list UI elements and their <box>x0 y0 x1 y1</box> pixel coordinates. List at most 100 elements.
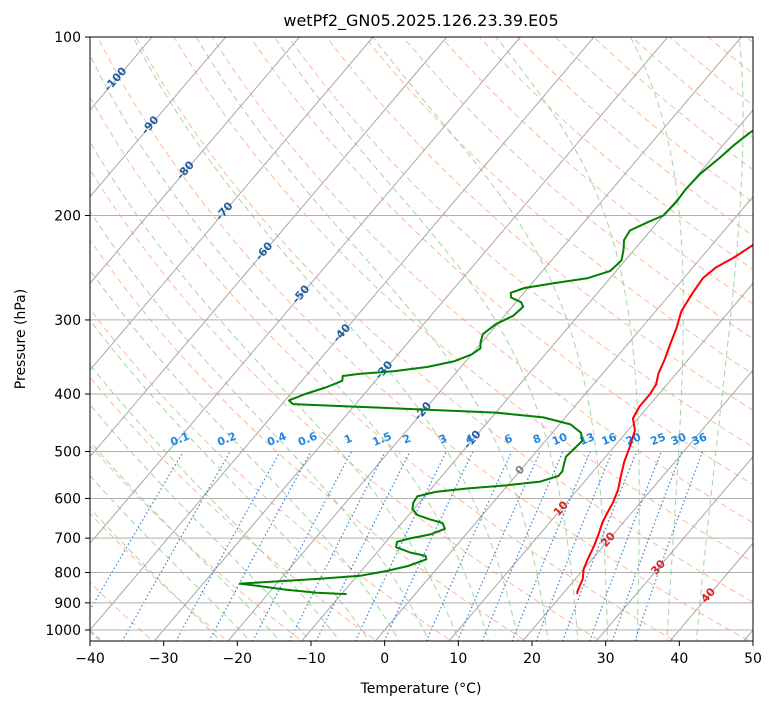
dry-adiabat <box>211 37 753 524</box>
y-axis-label: Pressure (hPa) <box>13 289 29 389</box>
x-axis-ticks: −40 −30 −20 −10 0 10 20 30 40 50 <box>75 641 762 667</box>
series-red-line <box>576 243 753 595</box>
x-tick-label: 0 <box>380 651 389 667</box>
x-tick-label: 40 <box>670 651 688 667</box>
mixing-ratio-label: 36 <box>690 430 709 448</box>
y-tick-label: 1000 <box>45 623 81 639</box>
isotherm-line <box>90 37 595 631</box>
dry-adiabat <box>669 37 753 106</box>
series-green-line <box>239 129 753 596</box>
background-lines <box>90 10 775 645</box>
isotherm-line <box>300 109 753 641</box>
y-tick-label: 900 <box>54 596 81 612</box>
isotherm-line <box>90 37 448 458</box>
x-tick-label: 50 <box>744 651 762 667</box>
mixing-ratio-label: 2 <box>401 432 413 447</box>
mixing-ratio-line <box>562 451 638 641</box>
y-tick-label: 700 <box>54 531 81 547</box>
chart-title: wetPf2_GN05.2025.126.23.39.E05 <box>283 11 558 31</box>
mixing-ratio-label: 10 <box>550 430 569 448</box>
y-tick-label: 600 <box>54 491 81 507</box>
mixing-ratio-label: 1 <box>342 432 354 447</box>
dry-adiabat <box>363 37 753 375</box>
mixing-ratio-line <box>90 451 184 612</box>
isotherm-line <box>595 455 753 641</box>
mixing-ratio-label: 25 <box>649 430 668 448</box>
dry-adiabat <box>478 37 753 271</box>
moist-adiabat <box>695 37 744 641</box>
isotherm-line <box>448 282 753 641</box>
dry-adiabat <box>90 239 527 641</box>
mixing-ratio-label: 0.4 <box>265 429 288 448</box>
mixing-ratio-line <box>315 451 411 641</box>
mixing-ratio-label: 16 <box>600 430 619 448</box>
dry-adiabat <box>90 96 676 641</box>
dry-adiabat <box>249 37 753 486</box>
x-axis-label: Temperature (°C) <box>360 681 482 697</box>
mixing-ratio-line <box>288 451 386 641</box>
isotherm-line <box>227 37 743 641</box>
dry-adiabat <box>440 37 753 305</box>
dry-adiabat <box>287 37 753 448</box>
mixing-ratio-label: 0.1 <box>168 430 191 449</box>
isotherm-line <box>742 629 753 641</box>
mixing-ratio-line <box>535 451 613 641</box>
moist-adiabat <box>90 507 222 641</box>
isotherm-line <box>374 195 753 641</box>
mixing-ratio-line <box>208 451 312 641</box>
isotherm-line <box>153 37 669 641</box>
isotherm-line <box>90 37 522 545</box>
dry-adiabat <box>707 37 753 75</box>
x-tick-label: −10 <box>296 651 326 667</box>
mixing-ratio-line <box>634 451 704 641</box>
moist-adiabat <box>90 475 252 641</box>
dry-adiabat <box>90 168 602 641</box>
mixing-ratio-line <box>589 451 662 641</box>
dry-adiabat <box>90 444 303 641</box>
mixing-ratio-label: 3 <box>437 432 449 447</box>
x-tick-label: −20 <box>223 651 253 667</box>
dry-adiabat <box>325 37 753 411</box>
moist-adiabat <box>132 37 519 641</box>
moist-adiabat <box>195 37 549 641</box>
x-tick-label: 10 <box>449 651 467 667</box>
mixing-ratio-label: 8 <box>531 432 543 447</box>
x-tick-label: −30 <box>149 651 179 667</box>
dry-adiabat <box>745 37 753 44</box>
mixing-ratio-line <box>252 451 353 641</box>
x-tick-label: 30 <box>597 651 615 667</box>
plot-frame <box>89 36 754 642</box>
y-tick-label: 300 <box>54 313 81 329</box>
isotherm-line <box>90 37 227 198</box>
mixing-ratio-label: 20 <box>624 430 643 448</box>
mixing-ratio-label: 0.2 <box>215 430 238 449</box>
x-tick-label: 20 <box>523 651 541 667</box>
profile-series <box>239 129 753 596</box>
mixing-ratio-label: 6 <box>502 432 514 447</box>
mixing-ratio-line <box>383 451 474 641</box>
isotherm-line <box>90 37 301 285</box>
isotherm-line <box>90 37 374 371</box>
moist-adiabat <box>630 37 684 641</box>
y-tick-label: 800 <box>54 566 81 582</box>
pressure-gridlines <box>90 37 753 631</box>
isotherm-line <box>521 369 753 641</box>
moist-adiabat <box>90 363 341 641</box>
y-tick-label: 500 <box>54 444 81 460</box>
moist-adiabat <box>90 140 460 641</box>
y-axis-ticks: 100 200 300 400 500 600 700 800 900 1000 <box>45 30 90 639</box>
y-tick-label: 100 <box>54 30 81 46</box>
moist-adiabat <box>90 210 430 641</box>
y-tick-label: 200 <box>54 209 81 225</box>
mixing-ratio-line <box>511 451 591 641</box>
y-tick-label: 400 <box>54 387 81 403</box>
moist-adiabat <box>372 37 609 641</box>
mixing-ratio-label: 30 <box>669 430 688 448</box>
x-tick-label: −40 <box>75 651 105 667</box>
mixing-ratio-line <box>611 451 683 641</box>
dry-adiabat <box>630 37 753 138</box>
dry-adiabat <box>554 37 753 204</box>
dry-adiabat <box>516 37 753 237</box>
dry-adiabat <box>751 10 775 645</box>
